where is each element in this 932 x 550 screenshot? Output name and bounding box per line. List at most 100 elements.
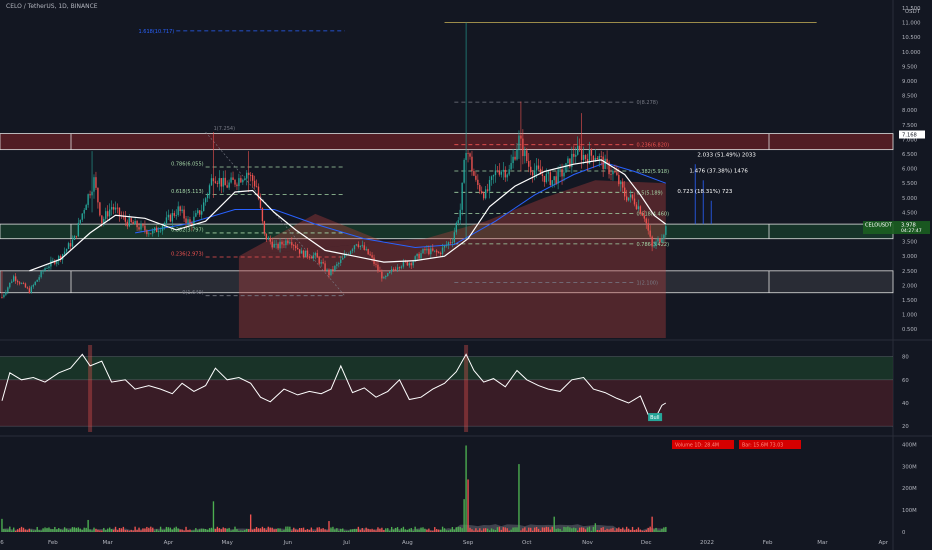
volume-bar [555, 528, 557, 532]
candle-body [394, 269, 397, 271]
candle-body [28, 288, 31, 294]
candle-body [244, 178, 246, 180]
candle-body [535, 165, 538, 171]
volume-bar [563, 526, 565, 532]
candle-body [201, 211, 203, 215]
candle-body [469, 153, 471, 157]
symbol-label[interactable]: CELO / TetherUS [6, 3, 55, 10]
volume-bar [375, 530, 377, 532]
candle-body [116, 207, 119, 209]
volume-bar [320, 528, 322, 532]
candle-body [351, 249, 354, 252]
candle-body [359, 245, 362, 247]
rsi-bull-label: Bull [650, 415, 659, 421]
volume-bar [107, 528, 109, 532]
volume-bar [547, 527, 550, 532]
volume-bar [332, 526, 334, 532]
volume-bar [275, 529, 277, 532]
candle-body [408, 263, 410, 266]
candle-body [418, 253, 420, 259]
fib-label: 0(8.278) [637, 100, 658, 106]
candle-body [306, 250, 309, 257]
volume-bar [300, 528, 303, 532]
volume-bar [404, 529, 407, 532]
candle-body [332, 269, 334, 271]
volume-bar [537, 528, 540, 532]
volume-bar [379, 528, 381, 532]
candle-body [300, 250, 303, 254]
candle-body [416, 253, 418, 257]
volume-bar [535, 526, 538, 532]
candle-body [340, 259, 342, 263]
candle-body [173, 213, 175, 216]
volume-bar [122, 526, 125, 532]
volume-bar [443, 528, 446, 532]
volume-bar [624, 530, 626, 532]
candle-body [269, 237, 271, 242]
volume-bar [561, 530, 563, 532]
price-tick-label: 3.000 [902, 254, 918, 260]
volume-bar [261, 526, 264, 532]
volume-bar [508, 530, 510, 532]
candle-body [124, 216, 127, 222]
volume-bar [426, 529, 428, 532]
volume-bar [596, 529, 598, 532]
candle-body [138, 227, 140, 230]
candle-body [463, 159, 465, 183]
volume-bar [152, 527, 154, 532]
volume-bar [349, 529, 352, 532]
candle-body [467, 152, 469, 154]
volume-bar [146, 526, 148, 532]
volume-bar [498, 526, 501, 532]
candle-body [112, 207, 115, 210]
candle-body [426, 248, 428, 251]
volume-bar [220, 529, 222, 532]
candle-body [185, 218, 187, 223]
volume-bar [502, 527, 504, 532]
volume-bar [616, 528, 618, 532]
candle-body [142, 224, 144, 226]
x-tick-label: Feb [763, 540, 773, 546]
candle-body [541, 174, 544, 176]
candle-body [259, 198, 262, 208]
volume-legend-label: Volume 1D: 28.4M [675, 443, 719, 449]
volume-bar [575, 528, 577, 532]
volume-bar [69, 529, 72, 532]
volume-bar [255, 526, 258, 532]
volume-bar [494, 529, 497, 532]
volume-tick-label: 200M [902, 486, 917, 492]
candle-body [537, 165, 540, 169]
volume-bar [257, 528, 260, 532]
volume-bar [377, 527, 379, 532]
volume-bar [110, 529, 113, 532]
candle-body [30, 286, 33, 294]
candle-body [473, 170, 475, 176]
volume-bar [479, 528, 481, 532]
candle-body [543, 175, 546, 183]
volume-bar [518, 464, 520, 532]
volume-bar [289, 526, 291, 532]
volume-bar [539, 530, 542, 532]
volume-bar [631, 526, 634, 532]
volume-bar [330, 527, 332, 532]
price-tick-label: 11.500 [902, 6, 921, 12]
candle-body [375, 263, 377, 265]
candle-body [85, 204, 87, 211]
volume-bar [635, 529, 638, 532]
interval-label[interactable]: 1D [58, 3, 67, 10]
x-tick-label: 6 [0, 540, 4, 546]
price-tick-label: 6.500 [902, 152, 918, 158]
volume-bar [369, 529, 371, 532]
candle-body [647, 223, 649, 231]
volume-bar [251, 529, 254, 532]
candle-body [7, 287, 9, 293]
countdown-label: 04:27:47 [901, 228, 922, 234]
price-tick-label: 5.000 [902, 196, 918, 202]
volume-bar [144, 528, 146, 532]
last-price-tag [863, 221, 930, 235]
candle-body [267, 237, 269, 240]
x-tick-label: May [221, 540, 233, 546]
volume-bar [586, 527, 589, 532]
candle-body [383, 277, 385, 279]
